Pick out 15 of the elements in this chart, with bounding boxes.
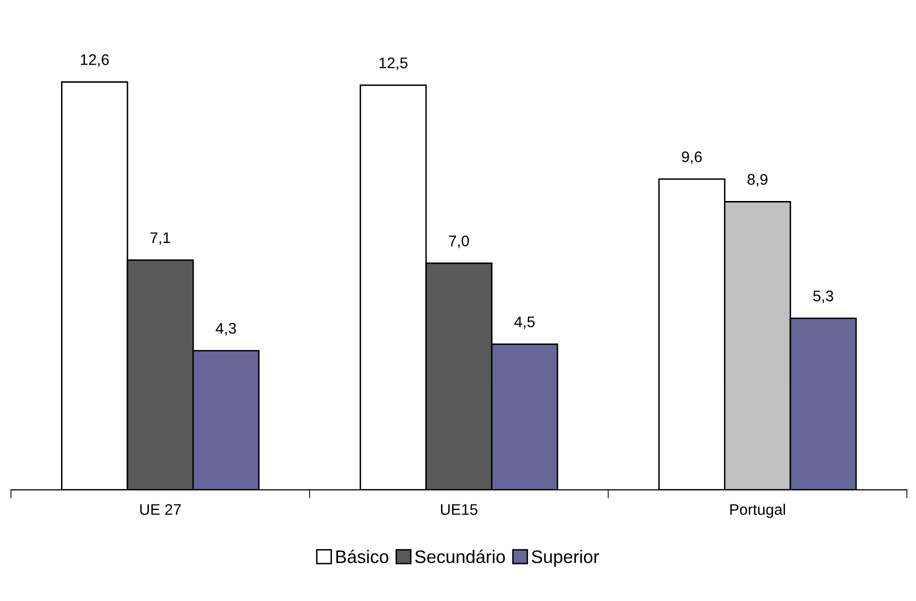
data-label: 9,6 [682, 151, 702, 164]
x-tick-label: Portugal [730, 504, 785, 518]
data-label: 4,3 [216, 322, 236, 336]
data-label: 12,5 [380, 58, 408, 70]
legend-label: Básico [336, 550, 388, 564]
data-label: 12,6 [80, 54, 109, 67]
x-tick-label: UE15 [440, 504, 478, 515]
data-label: 8,9 [748, 174, 768, 187]
legend-label: Superior [532, 550, 599, 567]
data-label: 7,1 [150, 232, 170, 245]
data-label: 7,0 [449, 236, 469, 248]
data-label: 5,3 [813, 290, 834, 304]
legend-label: Secundário [415, 550, 505, 564]
x-tick-label: UE 27 [140, 504, 181, 515]
data-label: 4,5 [514, 316, 535, 330]
